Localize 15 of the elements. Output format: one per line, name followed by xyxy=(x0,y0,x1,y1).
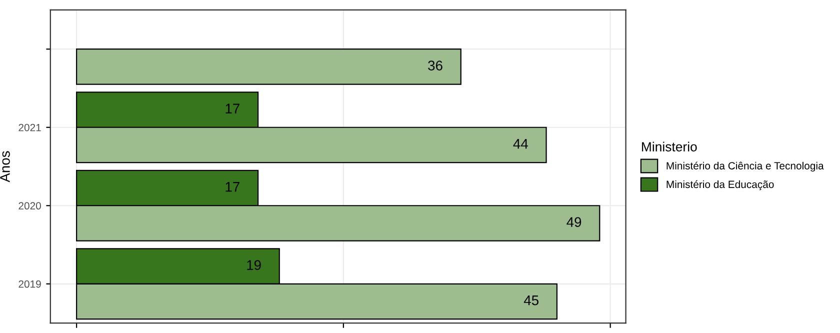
legend-title: Ministerio xyxy=(642,142,697,152)
data-label: 19 xyxy=(247,260,261,270)
data-label: 17 xyxy=(226,104,240,114)
y-axis-title: Anos xyxy=(0,151,10,182)
legend-label: Ministério da Educação xyxy=(666,180,774,190)
data-label: 17 xyxy=(226,182,240,192)
data-label: 49 xyxy=(566,217,582,227)
y-tick-label: 2021 xyxy=(18,124,41,132)
legend-label: Ministério da Ciência e Tecnologia xyxy=(666,162,824,172)
y-tick-label: 2019 xyxy=(18,280,41,288)
data-label: 45 xyxy=(524,296,538,306)
y-tick-label: 2020 xyxy=(18,202,41,210)
bar xyxy=(76,48,462,85)
data-label: 44 xyxy=(513,139,528,149)
data-label: 36 xyxy=(428,60,442,70)
